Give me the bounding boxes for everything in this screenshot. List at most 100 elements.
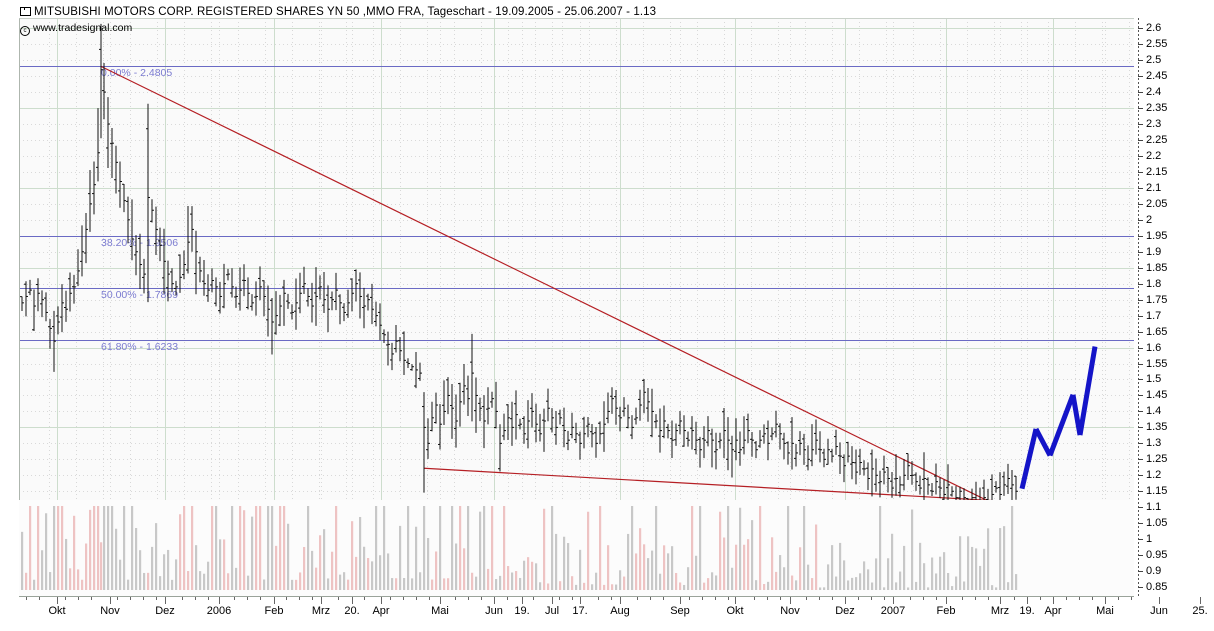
ohlc-bar bbox=[138, 233, 142, 290]
ohlc-bar bbox=[346, 289, 350, 318]
gridline-minor-h bbox=[19, 315, 1134, 317]
ohlc-bar bbox=[246, 277, 250, 310]
date-tick-minor bbox=[858, 597, 859, 600]
date-tick-label: Mai bbox=[1096, 605, 1114, 617]
price-tick-label: 2 bbox=[1146, 213, 1153, 226]
ohlc-bar bbox=[594, 426, 598, 458]
gridline-minor-h bbox=[19, 44, 1134, 46]
price-tick bbox=[1138, 363, 1143, 365]
volume-bar bbox=[983, 548, 986, 590]
ohlc-bar bbox=[890, 471, 894, 498]
date-tick-minor bbox=[689, 597, 690, 600]
volume-bar bbox=[639, 528, 642, 590]
volume-bar bbox=[563, 536, 566, 590]
volume-bar bbox=[971, 546, 974, 590]
volume-bar bbox=[455, 543, 458, 590]
volume-bar bbox=[571, 576, 574, 590]
ohlc-bar bbox=[534, 403, 538, 443]
volume-bar bbox=[343, 572, 346, 590]
volume-bar bbox=[85, 543, 88, 590]
ohlc-bar bbox=[526, 400, 530, 449]
date-tick bbox=[165, 597, 166, 604]
ohlc-bar bbox=[250, 294, 254, 311]
volume-bar bbox=[771, 537, 774, 590]
ohlc-bar bbox=[574, 422, 578, 443]
ohlc-bar bbox=[310, 282, 314, 323]
price-tick bbox=[1138, 28, 1143, 30]
price-tick-label: 1 bbox=[1146, 533, 1153, 546]
volume-bar bbox=[387, 553, 390, 590]
price-tick-label: 1.9 bbox=[1146, 245, 1162, 258]
date-tick-label: Dez bbox=[155, 605, 175, 617]
date-tick-minor bbox=[572, 597, 573, 600]
volume-bar bbox=[303, 546, 306, 590]
volume-bar bbox=[655, 506, 658, 590]
ohlc-bar bbox=[522, 416, 526, 444]
volume-bar bbox=[511, 572, 514, 590]
date-tick-minor bbox=[806, 597, 807, 600]
date-tick-label: Feb bbox=[264, 605, 284, 617]
volume-bar bbox=[843, 560, 846, 590]
volume-bar bbox=[819, 587, 822, 590]
volume-bar bbox=[839, 542, 842, 590]
volume-bar bbox=[583, 582, 586, 590]
volume-bar bbox=[815, 524, 818, 590]
ohlc-bar bbox=[262, 280, 266, 317]
date-tick-minor bbox=[715, 597, 716, 600]
date-tick-label: Okt bbox=[726, 605, 744, 617]
volume-bar bbox=[999, 528, 1002, 590]
date-tick-minor bbox=[65, 597, 66, 600]
ohlc-bar bbox=[162, 228, 166, 294]
price-tick-label: 1.5 bbox=[1146, 373, 1162, 386]
ohlc-bar bbox=[846, 441, 850, 463]
date-tick-label: Nov bbox=[780, 605, 800, 617]
ohlc-bar bbox=[430, 401, 434, 432]
gridline-minor-v bbox=[790, 18, 791, 596]
ohlc-bar bbox=[398, 337, 402, 362]
ohlc-bar bbox=[658, 408, 662, 453]
volume-bar bbox=[319, 535, 322, 590]
volume-bar bbox=[475, 576, 478, 590]
volume-bar bbox=[81, 579, 84, 590]
ohlc-bar bbox=[850, 446, 854, 480]
volume-bar bbox=[315, 567, 318, 590]
volume-bar bbox=[1007, 582, 1010, 590]
date-tick-label: Aug bbox=[610, 605, 630, 617]
ohlc-bar bbox=[842, 454, 846, 483]
date-tick bbox=[522, 597, 523, 604]
volume-bar bbox=[127, 579, 130, 590]
gridline-minor-v bbox=[589, 18, 590, 596]
volume-bar bbox=[275, 545, 278, 590]
price-tick-label: 2.3 bbox=[1146, 118, 1162, 131]
price-tick-label: 0.9 bbox=[1146, 565, 1162, 578]
volume-bar bbox=[53, 506, 56, 590]
ohlc-bar bbox=[806, 445, 810, 471]
ohlc-bar bbox=[702, 426, 706, 459]
volume-bar bbox=[103, 506, 106, 590]
ohlc-bar bbox=[710, 428, 714, 468]
gridline-major-v bbox=[735, 18, 736, 596]
ohlc-bar bbox=[698, 436, 702, 468]
volume-bar bbox=[907, 587, 910, 590]
gridline-major-h bbox=[19, 347, 1134, 349]
date-tick-minor bbox=[312, 597, 313, 600]
ohlc-bar bbox=[206, 274, 210, 302]
volume-bar bbox=[991, 585, 994, 590]
volume-bar bbox=[811, 578, 814, 590]
gridline-minor-h bbox=[19, 171, 1134, 173]
date-tick bbox=[1200, 597, 1201, 604]
price-tick-label: 2.25 bbox=[1146, 133, 1168, 146]
ohlc-bar bbox=[474, 377, 478, 433]
volume-bar bbox=[855, 577, 858, 590]
volume-bar bbox=[451, 506, 454, 590]
ohlc-bar bbox=[350, 278, 354, 312]
volume-bars-layer bbox=[21, 506, 1018, 590]
date-tick bbox=[381, 597, 382, 604]
date-tick bbox=[1053, 597, 1054, 604]
ohlc-bar bbox=[478, 397, 482, 422]
volume-bar bbox=[427, 537, 430, 590]
date-tick-minor bbox=[416, 597, 417, 600]
price-tick bbox=[1138, 523, 1143, 525]
gridline-minor-v bbox=[346, 18, 347, 596]
date-tick bbox=[57, 597, 58, 604]
